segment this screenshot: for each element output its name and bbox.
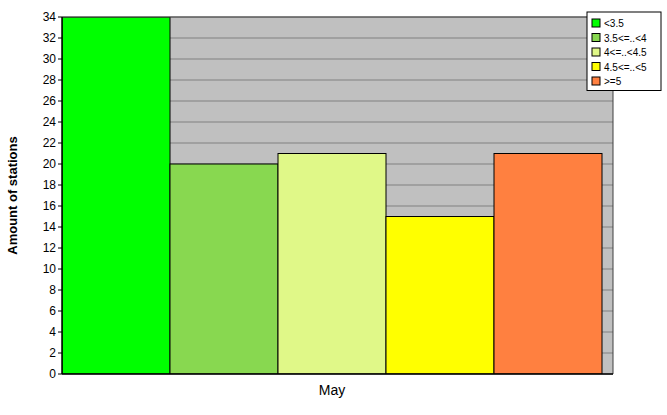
bar [494, 154, 602, 375]
tick-label: 18 [43, 178, 57, 192]
tick-label: 20 [43, 157, 57, 171]
legend-label: >=5 [604, 76, 622, 87]
legend-swatch [592, 63, 600, 71]
legend-label: 4.5<=..<5 [604, 62, 647, 73]
tick-label: 22 [43, 136, 57, 150]
legend-label: 4<=..<4.5 [604, 47, 647, 58]
legend-label: <3.5 [604, 18, 624, 29]
legend-label: 3.5<=..<4 [604, 33, 647, 44]
x-axis [62, 373, 613, 375]
tick-label: 4 [49, 325, 56, 339]
grid-line [62, 17, 613, 18]
plot-area [62, 17, 613, 374]
tick-label: 6 [49, 304, 56, 318]
tick-label: 0 [49, 367, 56, 381]
tick-label: 8 [49, 283, 56, 297]
bar [62, 17, 170, 374]
tick-label: 26 [43, 94, 57, 108]
tick-label: 34 [43, 10, 57, 24]
chart: 0246810121416182022242628303234MayAmount… [0, 0, 667, 415]
bars [62, 17, 602, 374]
y-axis-label: Amount of stations [5, 136, 20, 254]
legend: <3.5 3.5<=..<4 4<=..<4.5 4.5<=..<5 >=5 [587, 12, 661, 91]
tick-label: 2 [49, 346, 56, 360]
category-label: May [319, 382, 345, 398]
tick-label: 24 [43, 115, 57, 129]
bar [170, 164, 278, 374]
legend-box [587, 12, 661, 91]
bar [386, 217, 494, 375]
bar [278, 154, 386, 375]
legend-swatch [592, 77, 600, 85]
tick-label: 14 [43, 220, 57, 234]
tick-label: 32 [43, 31, 57, 45]
grid-line [62, 374, 613, 375]
tick-label: 30 [43, 52, 57, 66]
tick-label: 10 [43, 262, 57, 276]
legend-swatch [592, 48, 600, 56]
legend-swatch [592, 19, 600, 27]
tick-label: 16 [43, 199, 57, 213]
tick-label: 28 [43, 73, 57, 87]
frame-top [62, 17, 613, 18]
tick-label: 12 [43, 241, 57, 255]
y-axis [61, 17, 63, 374]
legend-swatch [592, 34, 600, 42]
